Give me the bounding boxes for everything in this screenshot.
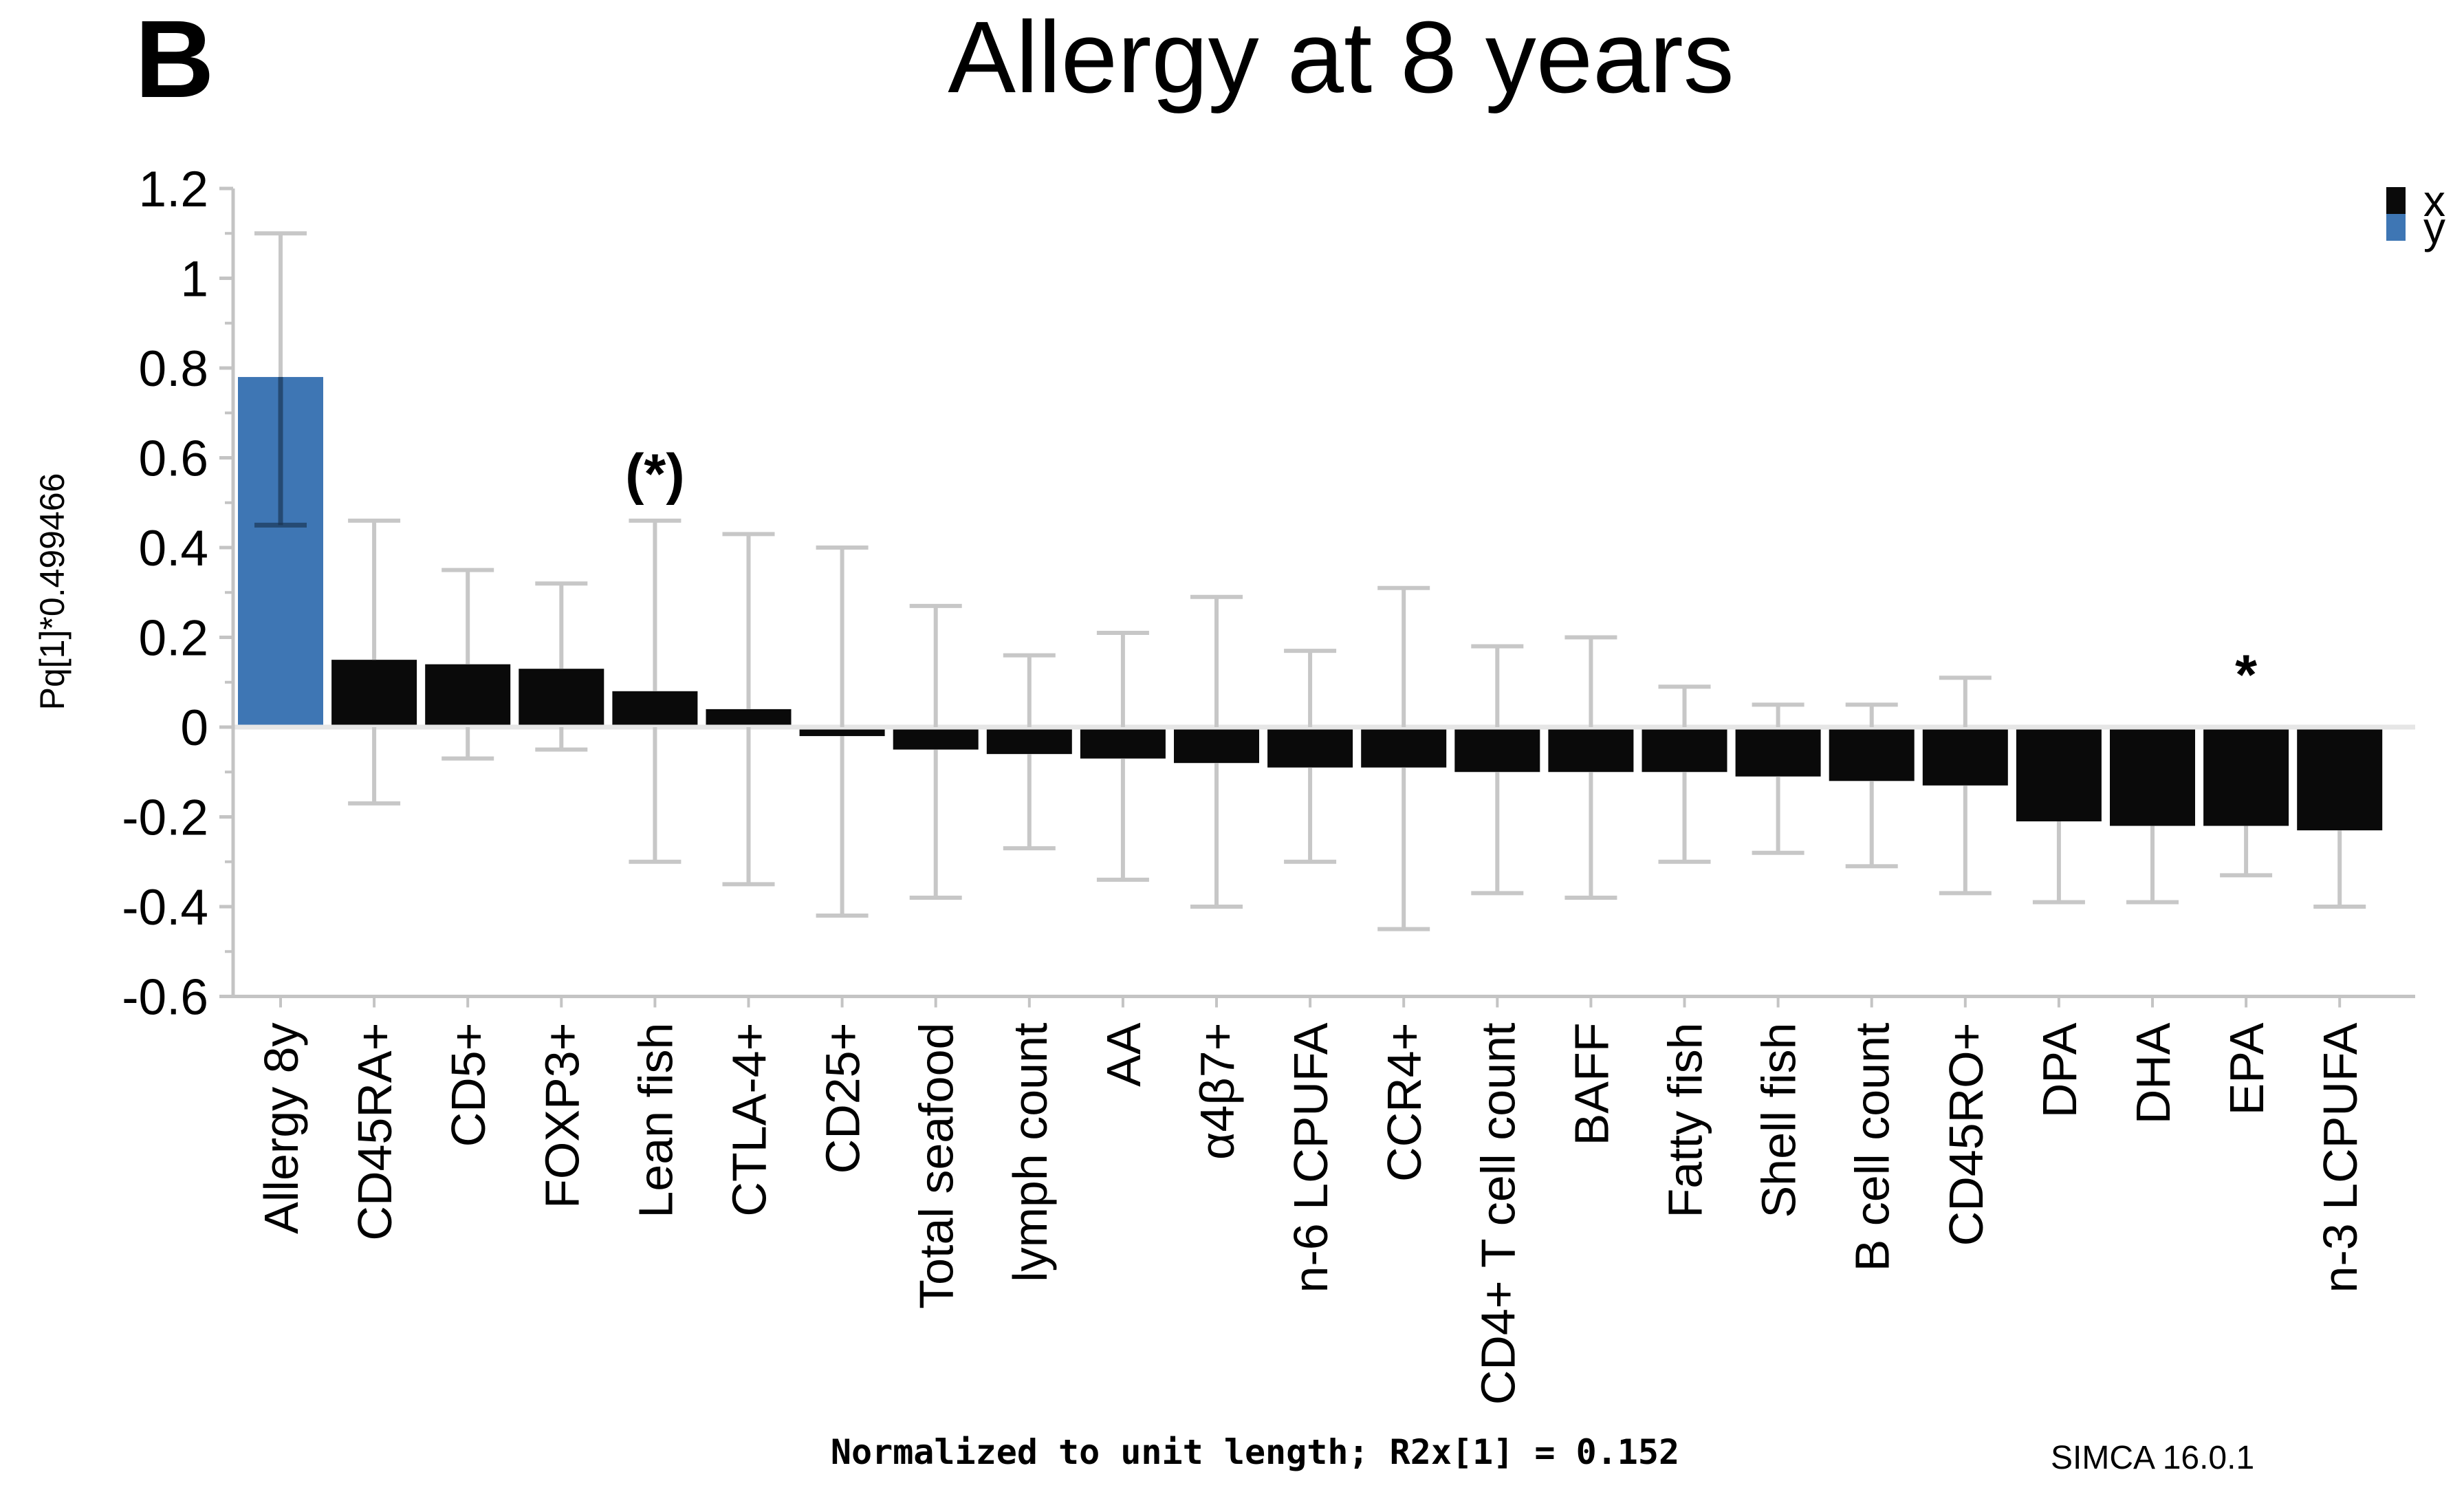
bar-CD45RA+ (331, 660, 417, 727)
bar-Total-seafood (893, 727, 979, 750)
bar-Shell-fish (1735, 727, 1821, 777)
x-label-lymph-count: lymph count (1003, 1023, 1057, 1282)
footer-note: Normalized to unit length; R2x[1] = 0.15… (830, 1432, 1680, 1472)
x-label-n-6-LCPUFA: n-6 LCPUFA (1284, 1022, 1338, 1293)
bar-n-3-LCPUFA (2297, 727, 2383, 831)
svg-text:0.8: 0.8 (139, 341, 208, 397)
x-label-Shell-fish: Shell fish (1752, 1023, 1806, 1218)
annotation-EPA: * (2235, 644, 2257, 706)
legend-swatch-x-icon (2386, 187, 2406, 214)
svg-text:0.6: 0.6 (139, 431, 208, 487)
bars (238, 377, 2383, 831)
bar-DHA (2110, 727, 2195, 826)
x-label-CD45RO+: CD45RO+ (1939, 1023, 1993, 1246)
bar-CD5+ (425, 664, 511, 727)
x-label-AA: AA (1097, 1022, 1151, 1087)
legend-item-x: x (2386, 179, 2445, 223)
bar-DPA (2016, 727, 2102, 822)
axes (219, 186, 2415, 1008)
bar-CD4+-T-cell-count (1454, 727, 1540, 773)
x-label-CCR4+: CCR4+ (1377, 1023, 1431, 1182)
tick-labels: -0.6 -0.4 -0.2 0 0.2 0.4 0.6 0.8 1 1.2 Allergy 8y C… (122, 162, 2367, 1405)
x-label-CD5+: CD5+ (441, 1023, 495, 1147)
x-label-CTLA-4+: CTLA-4+ (723, 1023, 776, 1217)
svg-text:0.4: 0.4 (139, 521, 208, 576)
x-label-CD4+-T-cell-count: CD4+ T cell count (1471, 1023, 1525, 1405)
x-label-α4β7+: α4β7+ (1190, 1023, 1244, 1160)
svg-text:0.2: 0.2 (139, 611, 208, 667)
x-label-Allergy-8y: Allergy 8y (254, 1023, 308, 1234)
chart-title: Allergy at 8 years (948, 1, 1734, 114)
x-label-CD45RA+: CD45RA+ (348, 1023, 402, 1241)
bar-FOXP3+ (519, 669, 604, 727)
x-label-n-3-LCPUFA: n-3 LCPUFA (2313, 1022, 2367, 1293)
x-label-B-cell-count: B cell count (1846, 1023, 1899, 1272)
bar-CCR4+ (1361, 727, 1447, 768)
legend-label-x: x (2423, 175, 2445, 226)
x-label-FOXP3+: FOXP3+ (535, 1023, 589, 1209)
legend-label-y: y (2423, 202, 2445, 252)
x-label-Lean-fish: Lean fish (629, 1023, 682, 1218)
svg-text:-0.2: -0.2 (122, 790, 208, 846)
bar-Lean-fish (612, 691, 698, 727)
legend: x y (2386, 179, 2445, 250)
svg-text:-0.4: -0.4 (122, 880, 208, 936)
legend-swatch-y-icon (2386, 214, 2406, 241)
x-label-DPA: DPA (2033, 1022, 2086, 1118)
footer-software: SIMCA 16.0.1 (2051, 1440, 2255, 1476)
legend-item-y: y (2386, 206, 2445, 250)
x-label-Total-seafood: Total seafood (910, 1023, 963, 1309)
bar-Fatty-fish (1642, 727, 1727, 773)
annotation-Lean-fish: (*) (625, 443, 685, 506)
bar-lymph-count (986, 727, 1072, 755)
svg-text:1: 1 (180, 252, 208, 307)
bar-CD45RO+ (1922, 727, 2008, 786)
svg-text:1.2: 1.2 (139, 162, 208, 217)
bar-CTLA-4+ (706, 709, 792, 727)
bar-B-cell-count (1829, 727, 1915, 781)
x-label-CD25+: CD25+ (816, 1023, 870, 1174)
bar-n-6-LCPUFA (1267, 727, 1353, 768)
x-label-Fatty-fish: Fatty fish (1659, 1023, 1712, 1218)
svg-text:0: 0 (180, 700, 208, 756)
bar-α4β7+ (1174, 727, 1259, 764)
bar-EPA (2203, 727, 2289, 826)
x-label-BAFF: BAFF (1564, 1023, 1618, 1146)
svg-text:-0.6: -0.6 (122, 970, 208, 1026)
bar-BAFF (1548, 727, 1634, 773)
x-label-DHA: DHA (2126, 1022, 2180, 1124)
figure-panel-label: B (135, 0, 215, 120)
annotations: (*) * (625, 443, 2257, 706)
bar-AA (1080, 727, 1166, 759)
error-bars (254, 231, 2366, 931)
x-label-EPA: EPA (2220, 1022, 2274, 1115)
